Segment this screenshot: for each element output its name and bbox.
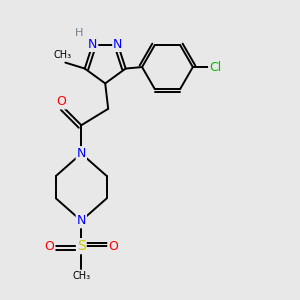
Text: N: N [76,147,86,160]
Text: Cl: Cl [209,61,221,74]
Text: N: N [88,38,97,51]
Text: O: O [44,240,54,253]
Text: N: N [113,38,122,51]
Text: O: O [56,95,66,108]
Text: N: N [76,214,86,227]
Text: CH₃: CH₃ [53,50,71,60]
Text: S: S [77,239,86,253]
Text: CH₃: CH₃ [72,271,90,281]
Text: O: O [108,240,118,253]
Text: H: H [75,28,83,38]
